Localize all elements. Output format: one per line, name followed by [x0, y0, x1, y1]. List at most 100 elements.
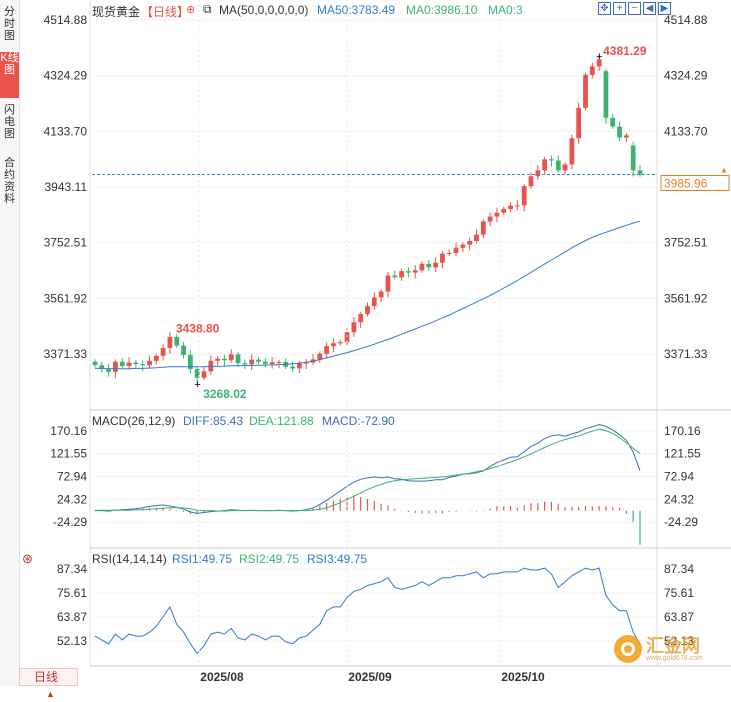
candle-body	[603, 71, 609, 118]
sidebar: 分时图 K线图 闪电图 合约资料	[0, 0, 20, 686]
y-tick-label-left: 3561.92	[44, 291, 88, 305]
y-tick-label-left: 87.34	[57, 562, 87, 576]
candle-body	[562, 164, 568, 171]
dea-line	[95, 428, 641, 512]
rsi1-label: RSI1:49.75	[172, 552, 232, 566]
candle-body	[119, 361, 125, 367]
next-icon[interactable]: ▶	[658, 2, 671, 15]
indicator-icon[interactable]: ⧉	[203, 2, 212, 16]
y-tick-label-left: 72.94	[57, 469, 87, 483]
y-tick-label-left: 3943.11	[45, 180, 88, 194]
candle-body	[467, 241, 473, 245]
candle-body	[133, 362, 139, 365]
candle-body	[174, 336, 180, 346]
candle-body	[378, 291, 384, 298]
y-tick-label-right: -24.29	[664, 515, 698, 529]
candle-body	[276, 361, 282, 363]
candle-body	[508, 205, 513, 209]
candle-body	[583, 74, 588, 108]
y-tick-label-right: 75.61	[664, 586, 694, 600]
candle-body	[446, 253, 452, 255]
y-tick-label-right: 72.94	[664, 469, 694, 483]
rsi2-label: RSI2:49.75	[239, 552, 299, 566]
y-tick-label-right: 4324.29	[664, 69, 708, 83]
watermark-logo: 汇金网 www.gold678.com	[613, 630, 718, 668]
y-tick-label-right: 121.55	[664, 447, 701, 461]
y-tick-label-right: 3371.33	[664, 347, 708, 361]
candle-body	[256, 359, 261, 362]
candle-body	[358, 314, 364, 323]
candle-body	[262, 361, 268, 365]
low-marker: +	[194, 379, 200, 391]
y-tick-label-right: 4514.88	[664, 13, 708, 27]
candle-body	[201, 371, 207, 378]
candle-body	[331, 343, 336, 347]
tab-kline[interactable]: K线图	[0, 52, 19, 98]
y-tick-label-left: -24.29	[53, 515, 87, 529]
candle-body	[412, 270, 418, 273]
candle-body	[385, 275, 391, 292]
candle-body	[419, 263, 425, 271]
candle-body	[92, 361, 98, 366]
crosshair-icon: ⊛	[22, 551, 33, 566]
y-tick-label-right: 3752.51	[664, 236, 708, 250]
x-tick-label: 2025/08	[200, 670, 244, 684]
y-tick-label-right: 170.16	[664, 424, 701, 438]
macd-value-label: MACD:-72.90	[322, 414, 395, 428]
candle-body	[269, 362, 275, 365]
tab-timeshare[interactable]: 分时图	[4, 6, 15, 42]
candle-body	[549, 159, 554, 161]
last-price-arrow: ▲	[720, 165, 728, 174]
candle-body	[610, 117, 616, 127]
period-tag: 【日线】	[141, 5, 190, 19]
candle-body	[637, 170, 643, 175]
y-tick-label-left: 4133.70	[44, 124, 88, 138]
zoom-out-icon[interactable]: −	[628, 2, 641, 15]
y-tick-label-left: 52.13	[57, 634, 87, 648]
diff-line	[95, 423, 641, 514]
candle-body	[99, 365, 105, 369]
prev-icon[interactable]: ◀	[643, 2, 656, 15]
chart-canvas[interactable]: 4514.88 4514.88 4324.29 4324.29 4133.70 4133.…	[0, 0, 731, 686]
candle-body	[542, 159, 548, 171]
candle-body	[290, 366, 295, 369]
watermark-text: 汇金网	[646, 636, 700, 656]
candle-body	[147, 360, 152, 366]
candle-body	[535, 170, 541, 177]
candle-body	[555, 160, 561, 171]
y-tick-label-left: 3752.51	[44, 236, 88, 250]
candle-body	[480, 221, 486, 235]
candle-body	[222, 358, 227, 361]
candle-body	[399, 271, 404, 278]
y-tick-label-left: 4514.88	[44, 13, 88, 27]
candle-body	[187, 354, 193, 369]
high-annotation: 4381.29	[603, 44, 647, 58]
candle-body	[337, 342, 343, 344]
tab-flash-chart[interactable]: 闪电图	[4, 104, 15, 140]
last-price-label: 3985.96	[664, 176, 708, 190]
rsi-line	[94, 567, 641, 655]
expand-icon[interactable]: ✥	[598, 2, 611, 15]
candle-body	[194, 368, 200, 378]
period-selector[interactable]: 日线 ▲	[19, 668, 78, 699]
candle-body	[521, 186, 527, 206]
low-annotation: 3268.02	[203, 387, 247, 401]
candle-body	[344, 332, 350, 343]
macd-dea-label: DEA:121.88	[249, 414, 314, 428]
candle-body	[501, 208, 507, 213]
period-label: 日线	[34, 670, 59, 684]
candle-body	[317, 353, 323, 360]
candle-body	[296, 363, 302, 369]
high-marker: +	[596, 51, 602, 63]
y-tick-label-left: 24.32	[57, 492, 87, 506]
candle-body	[528, 176, 534, 187]
y-tick-label-right: 52.13	[664, 634, 694, 648]
watermark-url: www.gold678.com	[646, 655, 703, 662]
tab-contract-info[interactable]: 合约资料	[4, 157, 15, 205]
candle-body	[371, 297, 377, 307]
candle-body	[228, 354, 234, 361]
y-tick-label-left: 121.55	[50, 447, 87, 461]
zoom-in-icon[interactable]: +	[613, 2, 626, 15]
gear-icon[interactable]: ⊕	[186, 4, 196, 16]
rsi3-label: RSI3:49.75	[307, 552, 367, 566]
